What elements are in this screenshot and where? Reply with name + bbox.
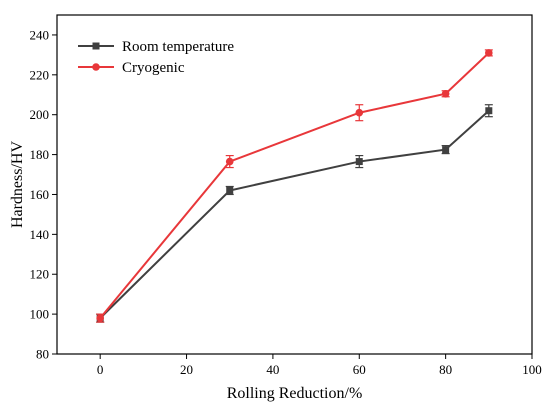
x-tick-label: 100	[522, 362, 542, 377]
legend-marker	[92, 63, 100, 71]
data-point	[485, 107, 493, 115]
x-tick-label: 60	[353, 362, 366, 377]
legend-marker	[92, 42, 100, 50]
data-point	[355, 158, 363, 166]
data-point	[225, 157, 234, 166]
y-tick-label: 80	[36, 347, 49, 362]
x-axis-title: Rolling Reduction/%	[227, 385, 363, 402]
legend-item-1: Cryogenic	[78, 60, 185, 76]
y-tick-label: 180	[30, 147, 50, 162]
y-tick-label: 120	[30, 267, 50, 282]
data-point	[226, 186, 234, 194]
x-tick-label: 80	[439, 362, 452, 377]
y-axis-title: Hardness/HV	[9, 141, 26, 229]
series-1	[96, 49, 493, 323]
y-tick-label: 160	[30, 187, 50, 202]
data-point	[355, 108, 364, 117]
legend-item-0: Room temperature	[78, 39, 234, 55]
x-tick-label: 20	[180, 362, 193, 377]
plot-frame	[56, 14, 533, 355]
y-tick-label: 240	[30, 27, 50, 42]
x-tick-label: 40	[266, 362, 279, 377]
series-line	[99, 109, 490, 319]
axes: 0 20 40 60 80 100 80 100 120 140 160 180 200 220 240	[30, 14, 542, 377]
y-tick-label: 220	[30, 67, 50, 82]
y-tick-label: 140	[30, 227, 50, 242]
series-line	[99, 52, 490, 319]
data-point	[96, 314, 104, 322]
y-tick-label: 200	[30, 107, 50, 122]
legend-label: Room temperature	[122, 39, 234, 55]
y-tick-label: 100	[30, 307, 50, 322]
data-point	[442, 146, 450, 154]
legend-label: Cryogenic	[122, 60, 185, 76]
data-point	[441, 89, 450, 98]
x-tick-label: 0	[97, 362, 104, 377]
legend: Room temperature Cryogenic	[78, 39, 234, 76]
series-layer	[96, 49, 493, 323]
data-point	[485, 49, 493, 57]
